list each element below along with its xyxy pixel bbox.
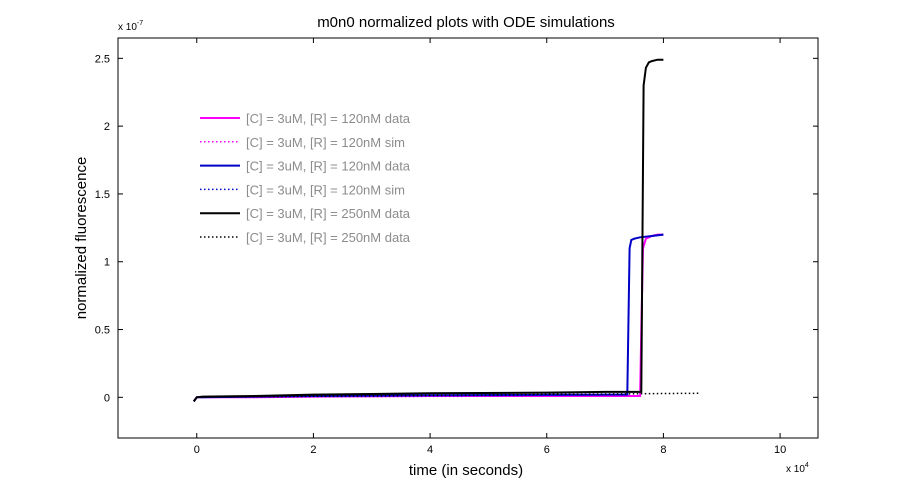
y-axis-multiplier: x 10-7 — [118, 20, 143, 33]
legend-entry: [C] = 3uM, [R] = 250nM data — [246, 206, 411, 221]
y-tick-label: 2 — [104, 121, 110, 133]
x-tick-label: 2 — [310, 444, 316, 456]
x-tick-label: 6 — [544, 444, 550, 456]
legend: [C] = 3uM, [R] = 120nM data [C] = 3uM, [R… — [200, 111, 411, 245]
legend-entry: [C] = 3uM, [R] = 120nM sim — [246, 182, 405, 197]
x-axis-label: time (in seconds) — [409, 462, 523, 479]
x-axis-multiplier: x 104 — [786, 462, 809, 475]
x-tick-label: 8 — [660, 444, 666, 456]
x-tick-label: 0 — [194, 444, 200, 456]
axis-ticks: 0 2 4 6 8 10 0 0.5 1 1.5 2 2.5 — [95, 38, 818, 456]
series-layer — [192, 58, 699, 402]
plot-area — [117, 37, 819, 439]
y-tick-label: 1 — [104, 257, 110, 269]
series-line-6 — [196, 392, 699, 399]
x-tick-label: 4 — [427, 444, 433, 456]
y-tick-label: 0.5 — [95, 325, 110, 337]
series-line-5 — [192, 58, 664, 402]
legend-entry: [C] = 3uM, [R] = 250nM data — [246, 230, 411, 245]
chart-title: m0n0 normalized plots with ODE simulatio… — [317, 14, 615, 31]
legend-entry: [C] = 3uM, [R] = 120nM data — [246, 159, 411, 174]
y-tick-label: 0 — [104, 392, 110, 404]
x-tick-label: 10 — [774, 444, 786, 456]
y-tick-label: 2.5 — [95, 53, 110, 65]
y-tick-label: 1.5 — [95, 189, 110, 201]
legend-entry: [C] = 3uM, [R] = 120nM sim — [246, 135, 405, 150]
legend-entry: [C] = 3uM, [R] = 120nM data — [246, 111, 411, 126]
y-axis-label: normalized fluorescence — [73, 157, 90, 320]
